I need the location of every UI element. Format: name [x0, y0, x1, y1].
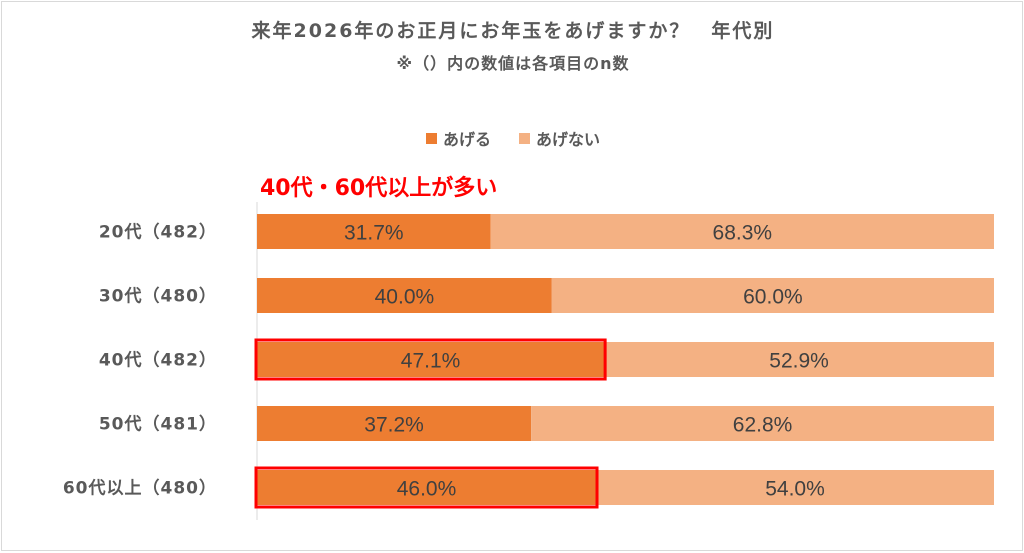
chart-subtitle: ※（）内の数値は各項目のn数: [396, 54, 630, 73]
data-label: 54.0%: [765, 478, 825, 501]
bar-not-give: [531, 406, 994, 441]
data-label: 52.9%: [769, 350, 829, 373]
legend-label-not-give: あげない: [536, 130, 601, 149]
bar-not-give: [551, 278, 994, 313]
legend-label-give: あげる: [442, 130, 491, 149]
bar-not-give: [604, 342, 994, 377]
category-label: 50代（481）: [99, 414, 217, 435]
highlight-box: [254, 338, 607, 381]
data-label: 40.0%: [375, 286, 435, 309]
bar-give: [257, 342, 605, 377]
highlight-annotation: 40代・60代以上が多い: [260, 176, 498, 201]
category-label: 40代（482）: [99, 350, 217, 371]
highlight-box: [254, 466, 599, 509]
bar-not-give: [490, 214, 994, 249]
bar-give: [257, 214, 491, 249]
bar-give: [257, 406, 532, 441]
chart-title: 来年2026年のお正月にお年玉をあげますか？ 年代別: [251, 20, 775, 42]
data-label: 60.0%: [743, 286, 803, 309]
bar-give: [257, 278, 552, 313]
legend-item-not-give: あげない: [519, 126, 600, 150]
data-label: 31.7%: [344, 222, 404, 245]
category-label: 30代（480）: [99, 286, 217, 307]
category-label: 20代（482）: [99, 222, 217, 243]
data-label: 62.8%: [733, 414, 793, 437]
chart-legend: あげる あげない: [2, 126, 1024, 150]
bar-not-give: [596, 470, 994, 505]
legend-item-give: あげる: [425, 126, 491, 150]
data-label: 37.2%: [364, 414, 424, 437]
data-label: 47.1%: [401, 350, 461, 373]
data-label: 68.3%: [713, 222, 773, 245]
category-label: 60代以上（480）: [63, 478, 217, 499]
legend-swatch-give: [425, 132, 437, 144]
data-label: 46.0%: [397, 478, 457, 501]
bar-give: [257, 470, 597, 505]
legend-swatch-not-give: [519, 132, 530, 144]
